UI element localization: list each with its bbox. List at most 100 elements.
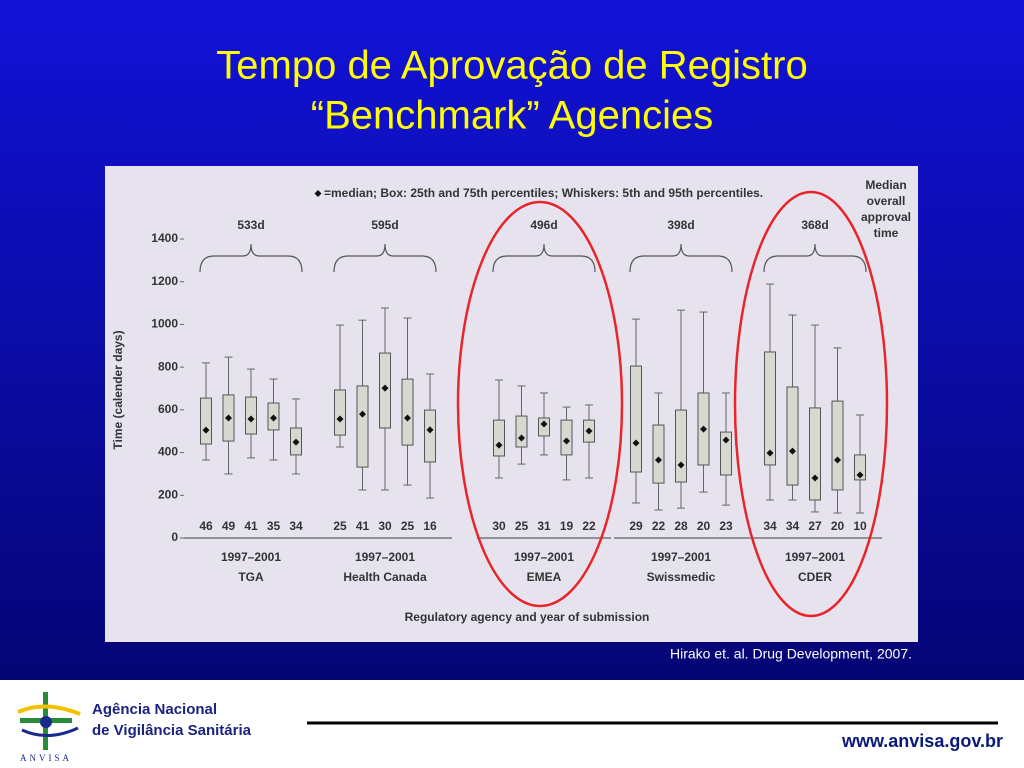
median-marker xyxy=(834,456,841,464)
median-marker xyxy=(495,441,503,449)
sample-size: 22 xyxy=(652,519,666,533)
group-period: 1997–2001 xyxy=(785,550,845,564)
org-name: de Vigilância Sanitária xyxy=(92,722,252,739)
box xyxy=(630,365,642,473)
median-time: 398d xyxy=(667,218,694,232)
median-marker xyxy=(722,436,730,444)
median-marker xyxy=(856,471,864,479)
y-tick-label: 0 xyxy=(171,530,178,544)
chart: 0 200 400 600 800 1000 1200 1400 Time (calender … xyxy=(111,178,911,624)
median-marker xyxy=(563,437,570,445)
median-marker xyxy=(811,474,819,482)
box xyxy=(401,378,414,446)
box xyxy=(334,389,346,436)
group-agency: Health Canada xyxy=(343,570,427,584)
box xyxy=(424,409,436,463)
sample-size: 27 xyxy=(808,519,822,533)
box xyxy=(560,419,573,456)
box xyxy=(764,351,776,466)
sample-size: 29 xyxy=(629,519,643,533)
sample-size: 28 xyxy=(674,519,688,533)
group-period: 1997–2001 xyxy=(651,550,711,564)
box xyxy=(854,454,866,481)
median-marker xyxy=(766,449,774,457)
median-marker xyxy=(336,415,344,423)
median-marker xyxy=(292,438,300,446)
sample-size: 41 xyxy=(356,519,370,533)
sample-size: 25 xyxy=(333,519,347,533)
brace xyxy=(199,243,303,273)
box xyxy=(652,424,665,484)
box xyxy=(809,407,821,501)
brace xyxy=(629,243,733,273)
highlight-ellipse xyxy=(733,190,889,618)
median-marker xyxy=(202,426,210,434)
chart-panel xyxy=(105,166,918,642)
median-time: 533d xyxy=(237,218,264,232)
brace xyxy=(763,243,867,273)
sample-size: 20 xyxy=(831,519,845,533)
sample-size: 31 xyxy=(537,519,551,533)
box xyxy=(515,415,528,448)
title: Tempo de Aprovação de Registro xyxy=(216,44,807,88)
box xyxy=(245,396,257,435)
y-axis-title: Time (calender days) xyxy=(111,330,125,449)
x-axis-title: Regulatory agency and year of submission xyxy=(405,610,650,624)
median-marker xyxy=(247,415,255,423)
y-tick-label: 600 xyxy=(158,402,178,416)
median-time: 595d xyxy=(371,218,398,232)
sample-size: 20 xyxy=(697,519,711,533)
median-marker xyxy=(381,384,389,392)
title: “Benchmark” Agencies xyxy=(311,94,713,138)
sample-size: 25 xyxy=(401,519,415,533)
y-tick-label: 1000 xyxy=(151,317,178,331)
median-note: Median xyxy=(865,178,906,192)
median-marker xyxy=(632,439,640,447)
y-tick-label: 400 xyxy=(158,445,178,459)
group-agency: CDER xyxy=(798,570,832,584)
sample-size: 46 xyxy=(199,519,213,533)
median-time: 368d xyxy=(801,218,828,232)
median-marker xyxy=(677,461,685,469)
org-name: Agência Nacional xyxy=(92,701,217,718)
box xyxy=(786,386,799,486)
median-marker xyxy=(655,456,662,464)
sample-size: 23 xyxy=(719,519,733,533)
sample-size: 34 xyxy=(786,519,800,533)
legend-diamond xyxy=(314,190,322,197)
group-period: 1997–2001 xyxy=(221,550,281,564)
sample-size: 49 xyxy=(222,519,236,533)
sample-size: 22 xyxy=(582,519,596,533)
url: www.anvisa.gov.br xyxy=(841,731,1003,751)
median-time: 496d xyxy=(530,218,557,232)
brace xyxy=(333,243,437,273)
logo-shape xyxy=(17,704,81,716)
box xyxy=(831,400,844,491)
median-marker xyxy=(359,410,366,418)
box xyxy=(356,385,369,468)
legend-text: =median; Box: 25th and 75th percentiles;… xyxy=(324,186,763,200)
group-agency: EMEA xyxy=(527,570,562,584)
logo-text: ANVISA xyxy=(20,753,72,763)
sample-size: 34 xyxy=(289,519,303,533)
sample-size: 19 xyxy=(560,519,574,533)
group-period: 1997–2001 xyxy=(514,550,574,564)
group-period: 1997–2001 xyxy=(355,550,415,564)
group-agency: TGA xyxy=(238,570,264,584)
highlight-ellipse xyxy=(456,200,624,608)
median-marker xyxy=(225,414,232,422)
y-tick-label: 1400 xyxy=(151,231,178,245)
median-marker xyxy=(404,414,411,422)
group-agency: Swissmedic xyxy=(647,570,716,584)
logo-shape xyxy=(21,726,79,737)
sample-size: 30 xyxy=(492,519,506,533)
sample-size: 35 xyxy=(267,519,281,533)
box xyxy=(675,409,687,483)
median-marker xyxy=(518,434,525,442)
logo: ANVISA xyxy=(17,692,81,763)
box xyxy=(200,397,212,445)
y-tick-label: 800 xyxy=(158,359,178,373)
citation: Hirako et. al. Drug Development, 2007. xyxy=(670,646,912,662)
